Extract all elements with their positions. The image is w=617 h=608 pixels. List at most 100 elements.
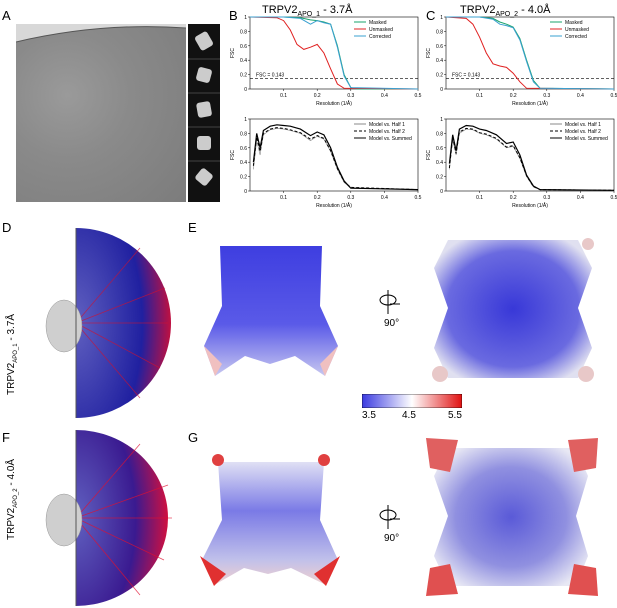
colorbar-mid-label: 4.5 [402, 410, 416, 421]
x-tick-label: 0.4 [381, 93, 388, 99]
series-line-corrected [250, 16, 419, 90]
series-line-model-vs-summed [252, 124, 419, 191]
panel-label-d: D [2, 220, 12, 235]
x-axis-label: Resolution (1/Å) [316, 100, 352, 107]
micrograph-image [16, 24, 186, 202]
y-tick-label: 0.8 [436, 131, 443, 137]
legend-label: Model vs. Summed [369, 136, 412, 142]
local-resolution-map-g-side [200, 454, 340, 586]
angular-distribution-d [45, 228, 171, 418]
series-line-masked [446, 16, 615, 90]
plot-frame [249, 16, 419, 90]
legend-label: Model vs. Half 1 [565, 122, 601, 128]
x-tick-label: 0.3 [543, 195, 550, 201]
colorbar [362, 394, 462, 408]
y-tick-label: 0 [440, 87, 443, 93]
legend-label: Model vs. Half 1 [369, 122, 405, 128]
y-tick-label: 1 [440, 117, 443, 123]
x-tick-label: 0.2 [510, 93, 517, 99]
x-tick-label: 0.2 [510, 195, 517, 201]
y-tick-label: 0.4 [240, 160, 247, 166]
panel-label-b: B [229, 8, 238, 23]
y-tick-label: 0 [440, 189, 443, 195]
legend-label: Model vs. Half 2 [369, 129, 405, 135]
plot-frame [445, 118, 615, 192]
local-resolution-map-e-side [204, 246, 338, 376]
x-tick-label: 0.3 [543, 93, 550, 99]
x-tick-label: 0.3 [347, 195, 354, 201]
legend-label: Model vs. Half 2 [565, 129, 601, 135]
y-tick-label: 0.4 [240, 58, 247, 64]
panel-c-title: TRPV2APO_2 - 4.0Å [460, 4, 551, 19]
rotation-arrow-g [378, 505, 404, 538]
y-axis-label: FSC [426, 150, 432, 160]
legend-label: Masked [369, 20, 387, 26]
rotation-arrow-e [378, 290, 404, 321]
panel-label-f: F [2, 430, 10, 445]
x-tick-label: 0.5 [415, 93, 422, 99]
legend-label: Corrected [565, 34, 587, 40]
legend-label: Corrected [369, 34, 391, 40]
y-tick-label: 1 [244, 117, 247, 123]
x-tick-label: 0.1 [280, 195, 287, 201]
y-tick-label: 0.6 [240, 146, 247, 152]
plot-frame [445, 16, 615, 90]
local-resolution-map-e-top [432, 238, 594, 382]
legend-label: Unmasked [369, 27, 393, 33]
y-tick-label: 0.6 [436, 44, 443, 50]
x-tick-label: 0.1 [476, 93, 483, 99]
y-tick-label: 0.8 [436, 29, 443, 35]
x-tick-label: 0.4 [577, 195, 584, 201]
y-tick-label: 0.4 [436, 160, 443, 166]
colorbar-max-label: 5.5 [448, 410, 462, 421]
panel-label-a: A [2, 8, 11, 23]
x-tick-label: 0.5 [611, 195, 617, 201]
y-tick-label: 0.2 [436, 175, 443, 181]
fsc-threshold-annotation: FSC = 0.143 [256, 73, 284, 79]
legend-label: Unmasked [565, 27, 589, 33]
y-tick-label: 0.4 [436, 58, 443, 64]
legend-label: Masked [565, 20, 583, 26]
x-axis-label: Resolution (1/Å) [512, 202, 548, 209]
y-axis-label: FSC [230, 150, 236, 160]
x-tick-label: 0.1 [280, 93, 287, 99]
x-tick-label: 0.1 [476, 195, 483, 201]
fsc-chart-b-top: 0.1 0.2 0.3 0.4 0.5 0 0.2 0.4 0.6 0.8 1 Resolution … [230, 15, 422, 107]
fsc-threshold-annotation: FSC = 0.143 [452, 73, 480, 79]
series-line-model-vs-summed [448, 124, 615, 191]
angular-distribution-f [45, 430, 172, 606]
x-axis-label: Resolution (1/Å) [316, 202, 352, 209]
colorbar-min-label: 3.5 [362, 410, 376, 421]
x-tick-label: 0.5 [611, 93, 617, 99]
x-tick-label: 0.5 [415, 195, 422, 201]
y-axis-label: FSC [230, 48, 236, 58]
x-tick-label: 0.3 [347, 93, 354, 99]
fsc-chart-c-bottom: 0.1 0.2 0.3 0.4 0.5 0 0.2 0.4 0.6 0.8 1 Resolution … [426, 117, 617, 209]
series-line-unmasked [249, 16, 419, 90]
x-tick-label: 0.2 [314, 93, 321, 99]
y-tick-label: 0.8 [240, 131, 247, 137]
y-tick-label: 0.6 [240, 44, 247, 50]
y-tick-label: 0.2 [240, 73, 247, 79]
x-tick-label: 0.4 [381, 195, 388, 201]
series-line-unmasked [445, 16, 615, 90]
y-tick-label: 0 [244, 87, 247, 93]
y-tick-label: 0.2 [436, 73, 443, 79]
y-tick-label: 1 [440, 15, 443, 21]
rotation-label-e: 90° [384, 318, 400, 329]
fsc-chart-b-bottom: 0.1 0.2 0.3 0.4 0.5 0 0.2 0.4 0.6 0.8 1 Resolution … [230, 117, 422, 209]
rotation-label-g: 90° [384, 533, 400, 544]
class-averages-strip [188, 24, 220, 202]
panel-d-side-label: TRPV2APO_1 - 3.7Å [6, 313, 19, 395]
x-tick-label: 0.2 [314, 195, 321, 201]
panel-f-side-label: TRPV2APO_2 - 4.0Å [6, 458, 19, 540]
series-line-corrected [446, 16, 615, 90]
x-axis-label: Resolution (1/Å) [512, 100, 548, 107]
y-tick-label: 0.2 [240, 175, 247, 181]
panel-label-c: C [426, 8, 436, 23]
y-tick-label: 0.6 [436, 146, 443, 152]
y-tick-label: 0 [244, 189, 247, 195]
panel-label-e: E [188, 220, 197, 235]
fsc-chart-c-top: 0.1 0.2 0.3 0.4 0.5 0 0.2 0.4 0.6 0.8 1 Resolution … [426, 15, 617, 107]
panel-label-g: G [188, 430, 199, 445]
